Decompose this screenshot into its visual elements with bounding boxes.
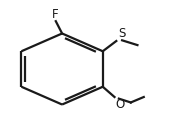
Text: O: O xyxy=(116,98,125,111)
Text: S: S xyxy=(118,27,125,40)
Text: F: F xyxy=(52,7,58,21)
